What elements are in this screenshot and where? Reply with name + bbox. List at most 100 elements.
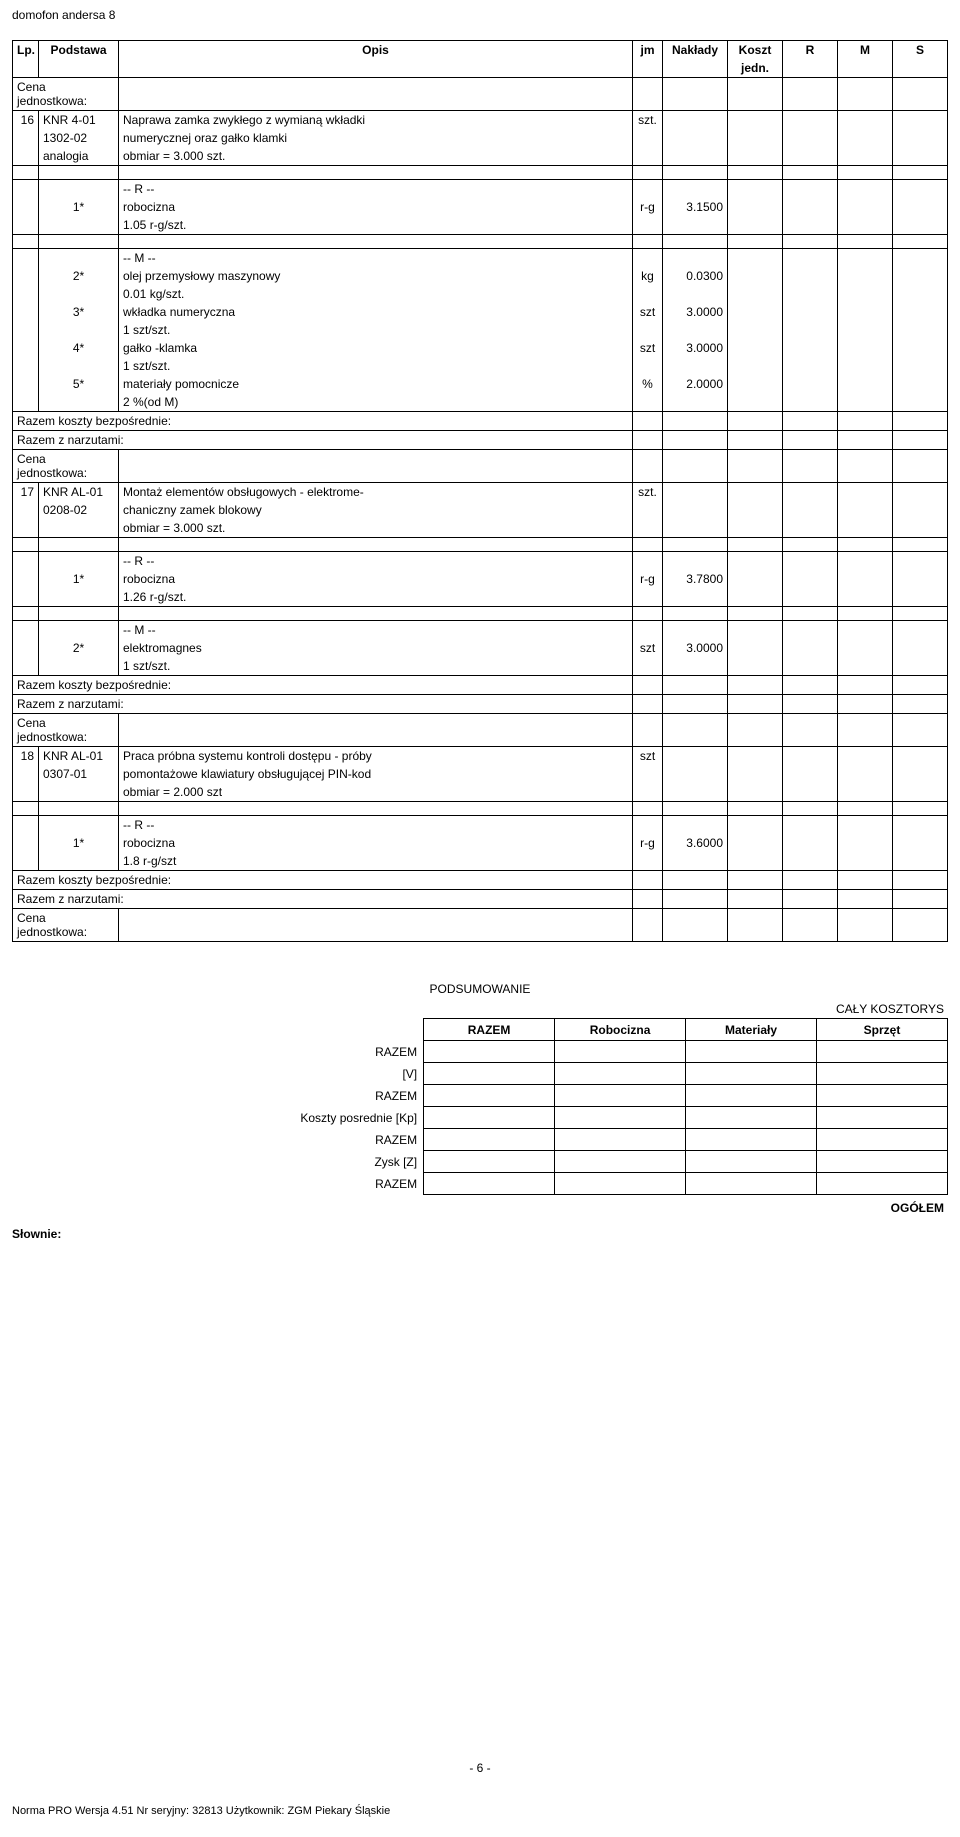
cell: 5* <box>39 375 119 393</box>
table-row: 1* robocizna r-g 3.1500 <box>13 198 948 216</box>
cell: 2 %(od M) <box>119 393 633 412</box>
page-number: - 6 - <box>12 1761 948 1775</box>
th-opis: Opis <box>119 41 633 78</box>
th-r: R <box>783 41 838 78</box>
lp16: 16 <box>13 111 39 166</box>
opis17c: obmiar = 3.000 szt. <box>119 519 633 538</box>
summary-row: Koszty posrednie [Kp] <box>12 1107 948 1129</box>
opis18c: obmiar = 2.000 szt <box>119 783 633 802</box>
cell: 2* <box>39 267 119 285</box>
cena: Cena jednostkowa: <box>13 909 119 942</box>
pod18a: KNR AL-01 <box>39 747 119 766</box>
razem-narz: Razem z narzutami: <box>13 695 633 714</box>
cell: 4* <box>39 339 119 357</box>
table-row: 2 %(od M) <box>13 393 948 412</box>
r16r1jm: r-g <box>633 198 663 216</box>
cena-row: Cena jednostkowa: <box>13 450 948 483</box>
table-row: 0.01 kg/szt. <box>13 285 948 303</box>
summary-row: [V] <box>12 1063 948 1085</box>
r-head: -- R -- <box>119 552 633 571</box>
srow-razem4: RAZEM <box>12 1173 424 1195</box>
opis16c: obmiar = 3.000 szt. <box>119 147 633 166</box>
srow-razem: RAZEM <box>12 1041 424 1063</box>
cell: szt <box>633 303 663 321</box>
sh-razem: RAZEM <box>424 1019 555 1041</box>
cell: 3.0000 <box>663 303 728 321</box>
spacer <box>13 235 948 249</box>
table-row: 4* gałko -klamka szt 3.0000 <box>13 339 948 357</box>
opis16b: numerycznej oraz gałko klamki <box>119 129 633 147</box>
caly-kosztorys: CAŁY KOSZTORYS <box>12 1002 948 1016</box>
r16r1lab: robocizna <box>119 198 633 216</box>
cell: r-g <box>633 834 663 852</box>
r16r1idx: 1* <box>39 198 119 216</box>
cena-label: Cena jednostkowa: <box>13 78 119 111</box>
opis18a: Praca próbna systemu kontroli dostępu - … <box>119 747 633 766</box>
r-header: -- R -- <box>13 180 948 199</box>
cell: 1* <box>39 570 119 588</box>
cell: 1.26 r-g/szt. <box>119 588 633 607</box>
table-row: 1.05 r-g/szt. <box>13 216 948 235</box>
cell: 3.6000 <box>663 834 728 852</box>
summary-header: RAZEM Robocizna Materiały Sprzęt <box>12 1019 948 1041</box>
spacer <box>13 538 948 552</box>
cell: 2.0000 <box>663 375 728 393</box>
table-row: 18 KNR AL-01 Praca próbna systemu kontro… <box>13 747 948 766</box>
table-row: 5* materiały pomocnicze % 2.0000 <box>13 375 948 393</box>
m-header: -- M -- <box>13 621 948 640</box>
cell: 2* <box>39 639 119 657</box>
m-head: -- M -- <box>119 249 633 268</box>
razem-bezp: Razem koszty bezpośrednie: <box>13 676 633 695</box>
table-header: Lp. Podstawa Opis jm Nakłady Koszt R M S <box>13 41 948 60</box>
pod16a: KNR 4-01 <box>39 111 119 130</box>
table-row: 1.8 r-g/szt <box>13 852 948 871</box>
summary-row: RAZEM <box>12 1085 948 1107</box>
cell: 1.8 r-g/szt <box>119 852 633 871</box>
jm17: szt. <box>633 483 663 538</box>
opis17a: Montaż elementów obsługowych - elektrome… <box>119 483 633 502</box>
pod16c: analogia <box>39 147 119 166</box>
cell: 1 szt/szt. <box>119 357 633 375</box>
razem-bezp-row: Razem koszty bezpośrednie: <box>13 871 948 890</box>
cell: gałko -klamka <box>119 339 633 357</box>
srow-kp: Koszty posrednie [Kp] <box>12 1107 424 1129</box>
pod18b: 0307-01 <box>39 765 119 783</box>
razem-narz-row: Razem z narzutami: <box>13 695 948 714</box>
opis17b: chaniczny zamek blokowy <box>119 501 633 519</box>
ogolem: OGÓŁEM <box>12 1201 948 1215</box>
razem-narz: Razem z narzutami: <box>13 890 633 909</box>
cena-row: Cena jednostkowa: <box>13 78 948 111</box>
th-koszt1: Koszt <box>728 41 783 60</box>
summary-row: Zysk [Z] <box>12 1151 948 1173</box>
cell: robocizna <box>119 570 633 588</box>
cell: robocizna <box>119 834 633 852</box>
razem-bezp-row: Razem koszty bezpośrednie: <box>13 676 948 695</box>
th-jm: jm <box>633 41 663 78</box>
th-podstawa: Podstawa <box>39 41 119 78</box>
sh-spr: Sprzęt <box>817 1019 948 1041</box>
m-header: -- M -- <box>13 249 948 268</box>
summary-row: RAZEM <box>12 1173 948 1195</box>
razem-bezp: Razem koszty bezpośrednie: <box>13 412 633 431</box>
table-row: 1 szt/szt. <box>13 657 948 676</box>
cell: % <box>633 375 663 393</box>
cell: szt <box>633 339 663 357</box>
cell: szt <box>633 639 663 657</box>
srow-razem3: RAZEM <box>12 1129 424 1151</box>
razem-bezp-row: Razem koszty bezpośrednie: <box>13 412 948 431</box>
table-row: 2* elektromagnes szt 3.0000 <box>13 639 948 657</box>
footer-text: Norma PRO Wersja 4.51 Nr seryjny: 32813 … <box>12 1805 948 1817</box>
opis18b: pomontażowe klawiatury obsługującej PIN-… <box>119 765 633 783</box>
main-table: Lp. Podstawa Opis jm Nakłady Koszt R M S… <box>12 40 948 942</box>
table-row: 3* wkładka numeryczna szt 3.0000 <box>13 303 948 321</box>
r-header: -- R -- <box>13 552 948 571</box>
r-head: -- R -- <box>119 180 633 199</box>
cell: 1 szt/szt. <box>119 321 633 339</box>
pod17b: 0208-02 <box>39 501 119 519</box>
table-row: 1.26 r-g/szt. <box>13 588 948 607</box>
table-row: 2* olej przemysłowy maszynowy kg 0.0300 <box>13 267 948 285</box>
th-m: M <box>838 41 893 78</box>
srow-v: [V] <box>12 1063 424 1085</box>
razem-narz-row: Razem z narzutami: <box>13 431 948 450</box>
jm18: szt <box>633 747 663 802</box>
